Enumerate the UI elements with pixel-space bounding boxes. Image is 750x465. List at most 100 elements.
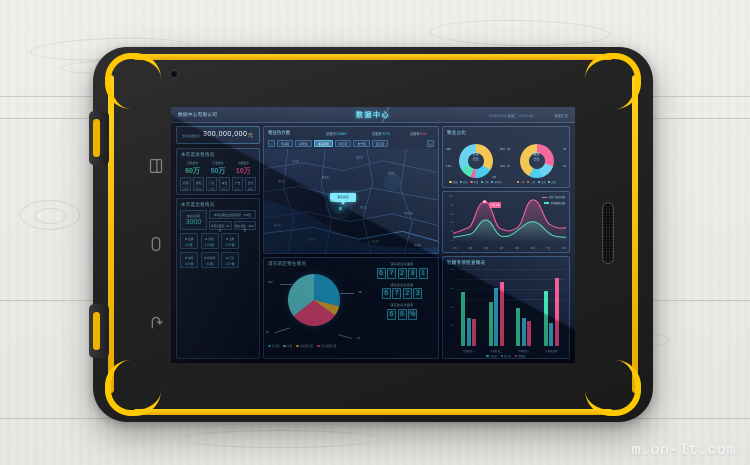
district-button-jingan[interactable]: 静安区: [295, 140, 312, 147]
y-tick: 300: [450, 287, 454, 290]
stat-block-area: 浦东新区总面积 6 7 2 3 1: [368, 262, 436, 279]
bar-group[interactable]: [516, 269, 532, 346]
legend-item[interactable]: 五年: [537, 180, 546, 184]
map-pin-marker[interactable]: [339, 207, 342, 210]
bar[interactable]: [494, 288, 499, 346]
bar[interactable]: [499, 282, 504, 346]
category-chip[interactable]: 合计 总额: [244, 177, 257, 191]
category-chip[interactable]: 厂房 土地: [205, 177, 218, 191]
district-button-xuhui[interactable]: 徐汇区: [335, 140, 352, 147]
page-title: 数据中心: [356, 112, 390, 119]
map-label: 杨浦区: [414, 244, 422, 247]
bar[interactable]: [466, 317, 471, 346]
category-chip[interactable]: 广告 其它: [231, 177, 244, 191]
bar[interactable]: [543, 290, 548, 346]
x-tick: 3月: [484, 247, 488, 250]
y-tick: 100: [450, 325, 454, 328]
rentout-cell[interactable]: 土地 200套: [221, 233, 239, 249]
bar-panel-title: 近期专项检查情况: [447, 259, 486, 265]
zoom-out-button[interactable]: −: [268, 140, 275, 147]
bar[interactable]: [488, 302, 493, 346]
bar[interactable]: [472, 319, 477, 346]
android-nav-keys[interactable]: [145, 155, 167, 345]
bar[interactable]: [521, 317, 526, 346]
cell-name: 土地: [228, 237, 235, 241]
bar-group[interactable]: [543, 269, 559, 346]
inspection-bar-panel: 近期专项检查情况 400 300 200 100 0: [442, 256, 570, 359]
tablet-screen[interactable]: 数据中心有限公司 数据中心 2019/12/23 星期二 10:19:45 管理…: [171, 107, 575, 363]
bar[interactable]: [554, 278, 559, 346]
legend-item[interactable]: 车库: [470, 180, 478, 184]
legend-item[interactable]: 土地: [480, 180, 489, 184]
legend-item[interactable]: 三年: [527, 180, 535, 184]
legend-item[interactable]: 已出租: [268, 344, 279, 348]
rentout-cell[interactable]: 车库 100套: [180, 251, 198, 268]
donut-annotation: 17%: [446, 165, 452, 168]
rentout-cell[interactable]: 停车场 40套: [200, 251, 219, 268]
legend-item[interactable]: 停车场: [491, 180, 502, 184]
map-label: 虹口区: [372, 240, 380, 243]
bar[interactable]: [516, 307, 521, 346]
cell-value: 200套: [225, 243, 235, 247]
property-pie-chart[interactable]: [288, 274, 340, 326]
legend-item[interactable]: 其它: [548, 180, 556, 184]
rentout-cell[interactable]: 商铺 40套: [180, 233, 198, 249]
zoom-in-button[interactable]: +: [427, 140, 434, 147]
rentout-cell[interactable]: 住宅 100套: [200, 233, 219, 249]
district-button-huangpu[interactable]: 黄浦区: [277, 140, 294, 147]
bar-group[interactable]: [461, 269, 477, 346]
rentout-cell[interactable]: 厂房 100套: [221, 251, 239, 268]
category-chip[interactable]: 商铺 租金: [180, 177, 192, 191]
donut-annotation: 13%: [499, 165, 505, 168]
legend-item[interactable]: 已完成: [486, 354, 497, 358]
legend-item[interactable]: 执行中: [500, 354, 511, 358]
legend-item[interactable]: 商铺: [449, 180, 457, 184]
category-chip[interactable]: 车位 车库: [218, 177, 231, 191]
legend-item[interactable]: 需整改: [515, 354, 526, 358]
lease-donut-legend: 一年 三年 五年 其它: [506, 180, 567, 184]
legend-item[interactable]: 一年: [516, 180, 525, 184]
legend-item[interactable]: 应收 / 物业金额: [542, 195, 565, 199]
district-button-hongkou[interactable]: 虹口区: [371, 140, 389, 147]
category-donut-chart[interactable]: [458, 144, 493, 178]
chip-sub: 总额: [247, 187, 253, 191]
map-label: 闵行区: [274, 224, 282, 227]
recent-apps-icon[interactable]: [145, 155, 167, 177]
legend-item[interactable]: 本期缴纳金额: [542, 201, 565, 205]
district-filter-row[interactable]: − 黄浦区 静安区 浦东新区 徐汇区 长宁区 虹口区 +: [268, 140, 434, 147]
bar[interactable]: [549, 322, 554, 346]
home-icon[interactable]: [145, 233, 167, 255]
chip-name: 广告: [234, 181, 241, 185]
line-x-axis: 1月 2月 3月 4月 5月 6月 7月 8月: [453, 246, 566, 250]
lease-donut-chart[interactable]: [519, 144, 554, 178]
digit: 6: [381, 288, 391, 299]
chip-name: 住宅: [195, 181, 202, 185]
bar-chart-canvas[interactable]: [455, 269, 565, 346]
chip-name: 厂房: [208, 181, 215, 185]
chip-name: 商铺: [182, 181, 189, 185]
rentout-panel: 本年度出租情况 物业总面积 3000 本年度物业出租总面积：540套 本月出租量…: [176, 198, 260, 359]
user-label[interactable]: 管理员-张: [554, 114, 568, 118]
category-chip[interactable]: 住宅 物业: [192, 177, 205, 191]
back-icon[interactable]: [145, 311, 167, 333]
cell-name: 商铺: [187, 237, 194, 241]
map-pin-tooltip[interactable]: 浦东新区: [330, 193, 356, 205]
district-button-changning[interactable]: 长宁区: [353, 140, 370, 147]
x-tick: 专项检查二: [490, 350, 503, 353]
legend-item[interactable]: 在售: [283, 344, 292, 348]
map-canvas[interactable]: 宝山区 嘉定区 普陀区 静安区 黄浦区 徐汇区 闵行区 浦东新区 长宁区 虹口区…: [264, 149, 438, 253]
digit: 7: [387, 267, 396, 279]
line-chart-canvas[interactable]: [453, 196, 566, 242]
bar-group[interactable]: [488, 269, 504, 346]
bar[interactable]: [527, 321, 532, 346]
legend-item[interactable]: 可出租空置: [296, 344, 313, 348]
rugged-tablet-device: 数据中心有限公司 数据中心 2019/12/23 星期二 10:19:45 管理…: [89, 47, 653, 422]
bar-chart-legend: 已完成 执行中 需整改: [443, 354, 569, 358]
bar[interactable]: [461, 292, 466, 346]
district-button-pudong[interactable]: 浦东新区: [313, 140, 334, 147]
bumper-rail-top: [133, 54, 613, 60]
legend-item[interactable]: 住宅: [459, 180, 468, 184]
legend-item[interactable]: 不可出租空置: [317, 344, 336, 348]
x-tick: 专项检查三: [517, 350, 530, 353]
rent-kpi-row: 应收租金 60万 元 已收租金 50万 元 欠缴租金 10万 元: [180, 161, 256, 181]
